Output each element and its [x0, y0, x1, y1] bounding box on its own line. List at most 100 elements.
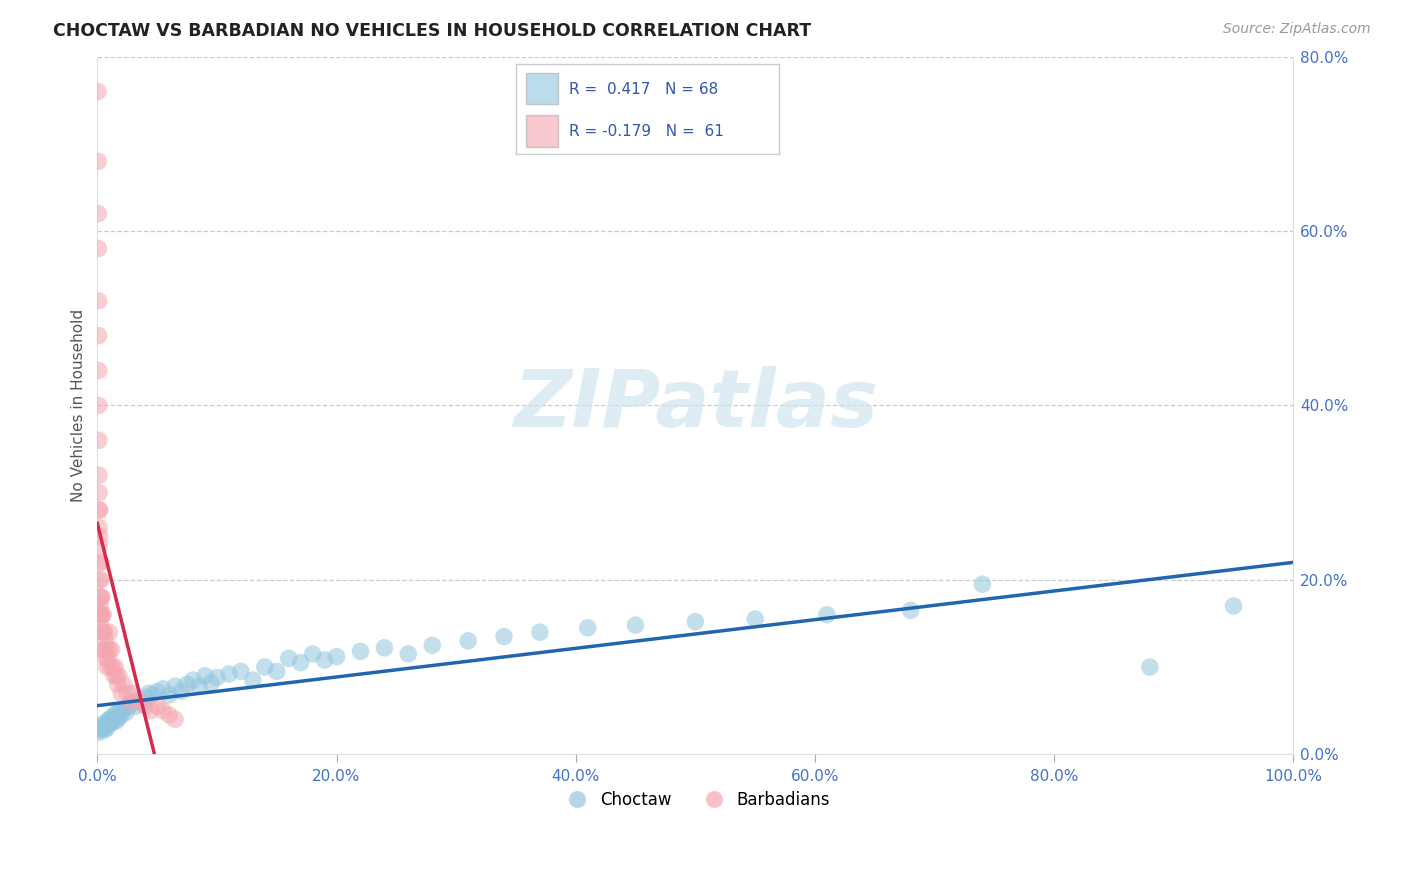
Point [100, 660, 122, 674]
Point [93, 625, 115, 640]
Point [98, 625, 121, 640]
Point [89, 607, 111, 622]
Point [91, 642, 114, 657]
Point [152, 681, 174, 696]
Point [120, 697, 142, 711]
Point [685, 615, 707, 629]
Text: ZIPatlas: ZIPatlas [513, 367, 877, 444]
Point [290, 656, 312, 670]
Point [87, 154, 110, 169]
Point [89, 616, 111, 631]
Point [104, 660, 127, 674]
Point [101, 714, 124, 728]
Point [89, 538, 111, 552]
Point [314, 653, 336, 667]
Point [1139, 660, 1161, 674]
Point [492, 630, 515, 644]
Point [107, 706, 129, 720]
Point [103, 708, 125, 723]
Point [87, 85, 110, 99]
Point [138, 686, 160, 700]
Point [122, 686, 145, 700]
Point [132, 697, 155, 711]
Point [91, 625, 114, 640]
Point [100, 642, 122, 657]
Point [200, 675, 222, 690]
Point [103, 669, 125, 683]
Point [87, 434, 110, 448]
Point [91, 607, 114, 622]
Point [170, 684, 193, 698]
Point [94, 718, 117, 732]
Point [89, 599, 111, 613]
Point [157, 688, 180, 702]
Point [396, 647, 419, 661]
Point [115, 706, 138, 720]
Point [91, 607, 114, 622]
Point [90, 591, 112, 605]
Point [104, 712, 127, 726]
Point [141, 688, 163, 702]
Point [373, 640, 395, 655]
Point [420, 638, 443, 652]
Point [91, 716, 114, 731]
Point [108, 669, 131, 683]
Point [900, 603, 922, 617]
Point [141, 704, 163, 718]
Point [146, 684, 169, 698]
Point [122, 695, 145, 709]
Y-axis label: No Vehicles in Household: No Vehicles in Household [72, 309, 86, 502]
Point [110, 686, 132, 700]
Point [94, 633, 117, 648]
Point [91, 591, 114, 605]
Point [128, 695, 150, 709]
Point [181, 673, 204, 687]
Point [87, 293, 110, 308]
Point [97, 714, 120, 728]
Point [89, 555, 111, 569]
Point [117, 699, 139, 714]
Point [87, 468, 110, 483]
Point [1222, 599, 1244, 613]
Point [87, 242, 110, 256]
Point [94, 651, 117, 665]
Point [87, 363, 110, 377]
Point [325, 649, 347, 664]
Point [349, 644, 371, 658]
Point [93, 642, 115, 657]
Point [91, 719, 114, 733]
Point [98, 642, 121, 657]
Point [120, 695, 142, 709]
Point [112, 702, 135, 716]
Point [107, 677, 129, 691]
Point [266, 665, 288, 679]
Point [100, 716, 122, 731]
Point [152, 704, 174, 718]
Point [188, 679, 211, 693]
Point [100, 710, 122, 724]
Point [624, 618, 647, 632]
Point [91, 625, 114, 640]
Point [90, 723, 112, 737]
Point [98, 712, 121, 726]
Point [277, 651, 299, 665]
Point [529, 625, 551, 640]
Point [194, 669, 217, 683]
Point [89, 721, 111, 735]
Point [253, 660, 276, 674]
Point [146, 699, 169, 714]
Point [242, 673, 264, 687]
Point [90, 555, 112, 569]
Point [815, 607, 838, 622]
Point [89, 520, 111, 534]
Point [90, 607, 112, 622]
Legend: Choctaw, Barbadians: Choctaw, Barbadians [554, 784, 837, 815]
Point [744, 612, 766, 626]
Point [96, 642, 118, 657]
Point [301, 647, 323, 661]
Point [89, 573, 111, 587]
Point [218, 667, 240, 681]
Point [87, 725, 110, 739]
Point [165, 712, 187, 726]
Point [108, 704, 131, 718]
